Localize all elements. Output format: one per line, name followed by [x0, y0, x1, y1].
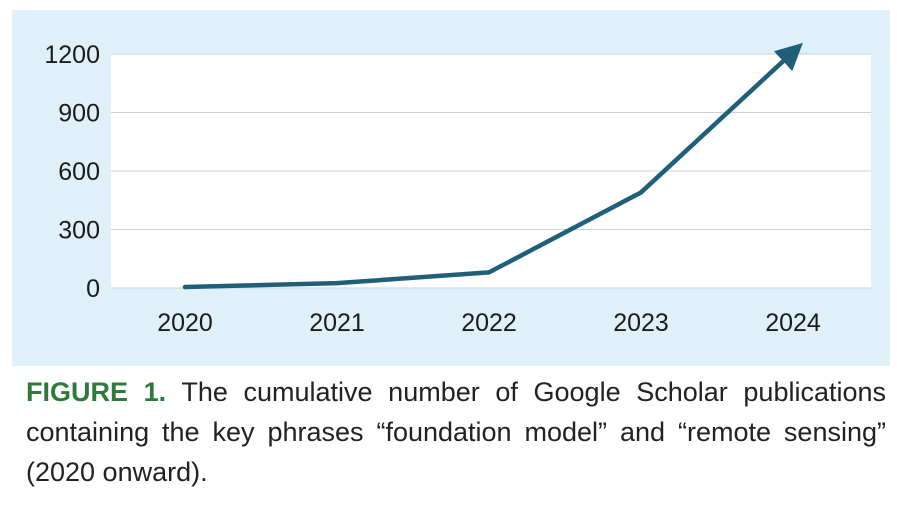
figure-caption: FIGURE 1. The cumulative number of Googl… [26, 372, 886, 492]
x-tick-label: 2023 [613, 309, 669, 337]
y-tick-label: 300 [58, 217, 100, 245]
x-tick-label: 2020 [157, 309, 213, 337]
y-tick-label: 0 [86, 275, 100, 303]
y-tick-label: 600 [58, 158, 100, 186]
series-layer [182, 42, 803, 290]
figure-label: FIGURE 1. [26, 377, 167, 407]
data-point-2024 [790, 49, 796, 55]
y-tick-label: 900 [58, 100, 100, 128]
data-point-2021 [334, 280, 340, 286]
data-point-2022 [486, 270, 492, 275]
data-point-2020 [182, 284, 188, 290]
x-axis-tick-labels: 2020 2021 2022 2023 2024 [157, 309, 821, 337]
data-point-2023 [638, 190, 644, 195]
x-tick-label: 2024 [765, 309, 821, 337]
y-axis-tick-labels: 0 300 600 900 1200 [44, 41, 100, 303]
x-tick-label: 2021 [309, 309, 365, 337]
y-tick-label: 1200 [44, 41, 100, 69]
chart-panel: 0 300 600 900 1200 2020 2021 2022 2023 2024 [12, 10, 890, 366]
line-chart: 0 300 600 900 1200 2020 2021 2022 2023 2024 [44, 41, 871, 337]
caption-text: The cumulative number of Google Scholar … [26, 377, 887, 487]
x-tick-label: 2022 [461, 309, 517, 337]
grid-lines [111, 53, 871, 289]
